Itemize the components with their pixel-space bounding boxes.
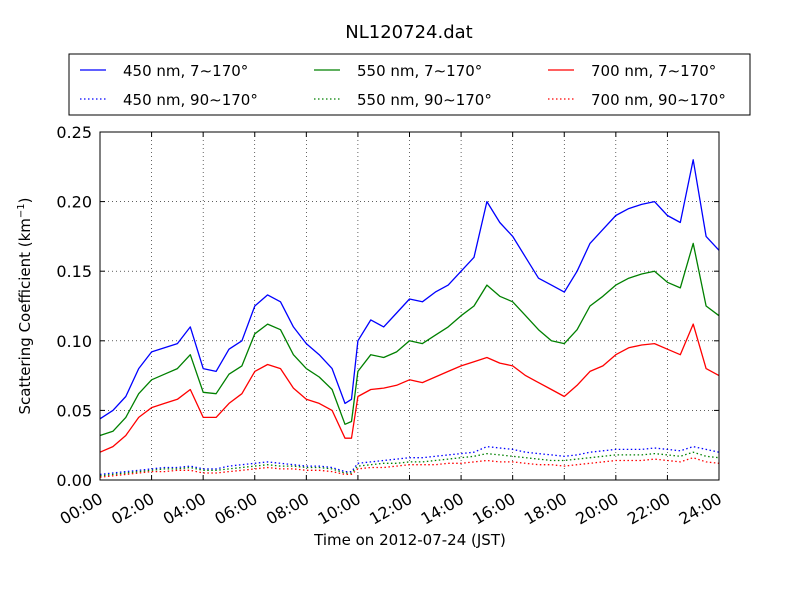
legend-box (68, 53, 751, 116)
series-line (99, 451, 720, 477)
x-tick-label: 16:00 (469, 489, 518, 529)
y-axis-label-sup: −1 (16, 203, 27, 218)
y-tick-label: 0.20 (56, 193, 92, 212)
x-tick-label: 00:00 (57, 489, 106, 529)
series-line (99, 323, 720, 453)
legend-label: 700 nm, 7∼170° (591, 62, 716, 80)
legend-label: 550 nm, 90∼170° (357, 91, 492, 109)
legend-label: 450 nm, 7∼170° (123, 62, 248, 80)
legend-label: 450 nm, 90∼170° (123, 91, 258, 109)
x-tick-label: 10:00 (314, 489, 363, 529)
x-tick-label: 24:00 (676, 489, 725, 529)
legend-label: 700 nm, 90∼170° (591, 91, 726, 109)
y-tick-label: 0.15 (56, 262, 92, 281)
x-tick-label: 22:00 (624, 489, 673, 529)
y-tick-label: 0.05 (56, 401, 92, 420)
legend-label: 550 nm, 7∼170° (357, 62, 482, 80)
y-axis-label-main: Scattering Coefficient (km (16, 218, 34, 414)
x-tick-label: 18:00 (521, 489, 570, 529)
grid (100, 132, 719, 480)
x-tick-label: 06:00 (211, 489, 260, 529)
x-tick-label: 12:00 (366, 489, 415, 529)
x-tick-label: 04:00 (160, 489, 209, 529)
y-tick-label: 0.00 (56, 471, 92, 490)
y-tick-label: 0.10 (56, 332, 92, 351)
chart-title: NL120724.dat (345, 22, 472, 43)
x-axis-label: Time on 2012-07-24 (JST) (313, 531, 506, 549)
legend: 450 nm, 7∼170° 550 nm, 7∼170° 700 nm, 7∼17… (68, 53, 751, 116)
y-axis-label-close: ) (16, 197, 34, 203)
y-tick-label: 0.25 (56, 123, 92, 142)
plot-lines (99, 159, 720, 478)
x-tick-label: 14:00 (418, 489, 467, 529)
x-tick-label: 08:00 (263, 489, 312, 529)
series-line (99, 242, 720, 437)
series-line (99, 159, 720, 420)
y-axis-label: Scattering Coefficient (km−1) (16, 197, 34, 414)
x-tick-label: 02:00 (108, 489, 157, 529)
x-tick-label: 20:00 (572, 489, 621, 529)
